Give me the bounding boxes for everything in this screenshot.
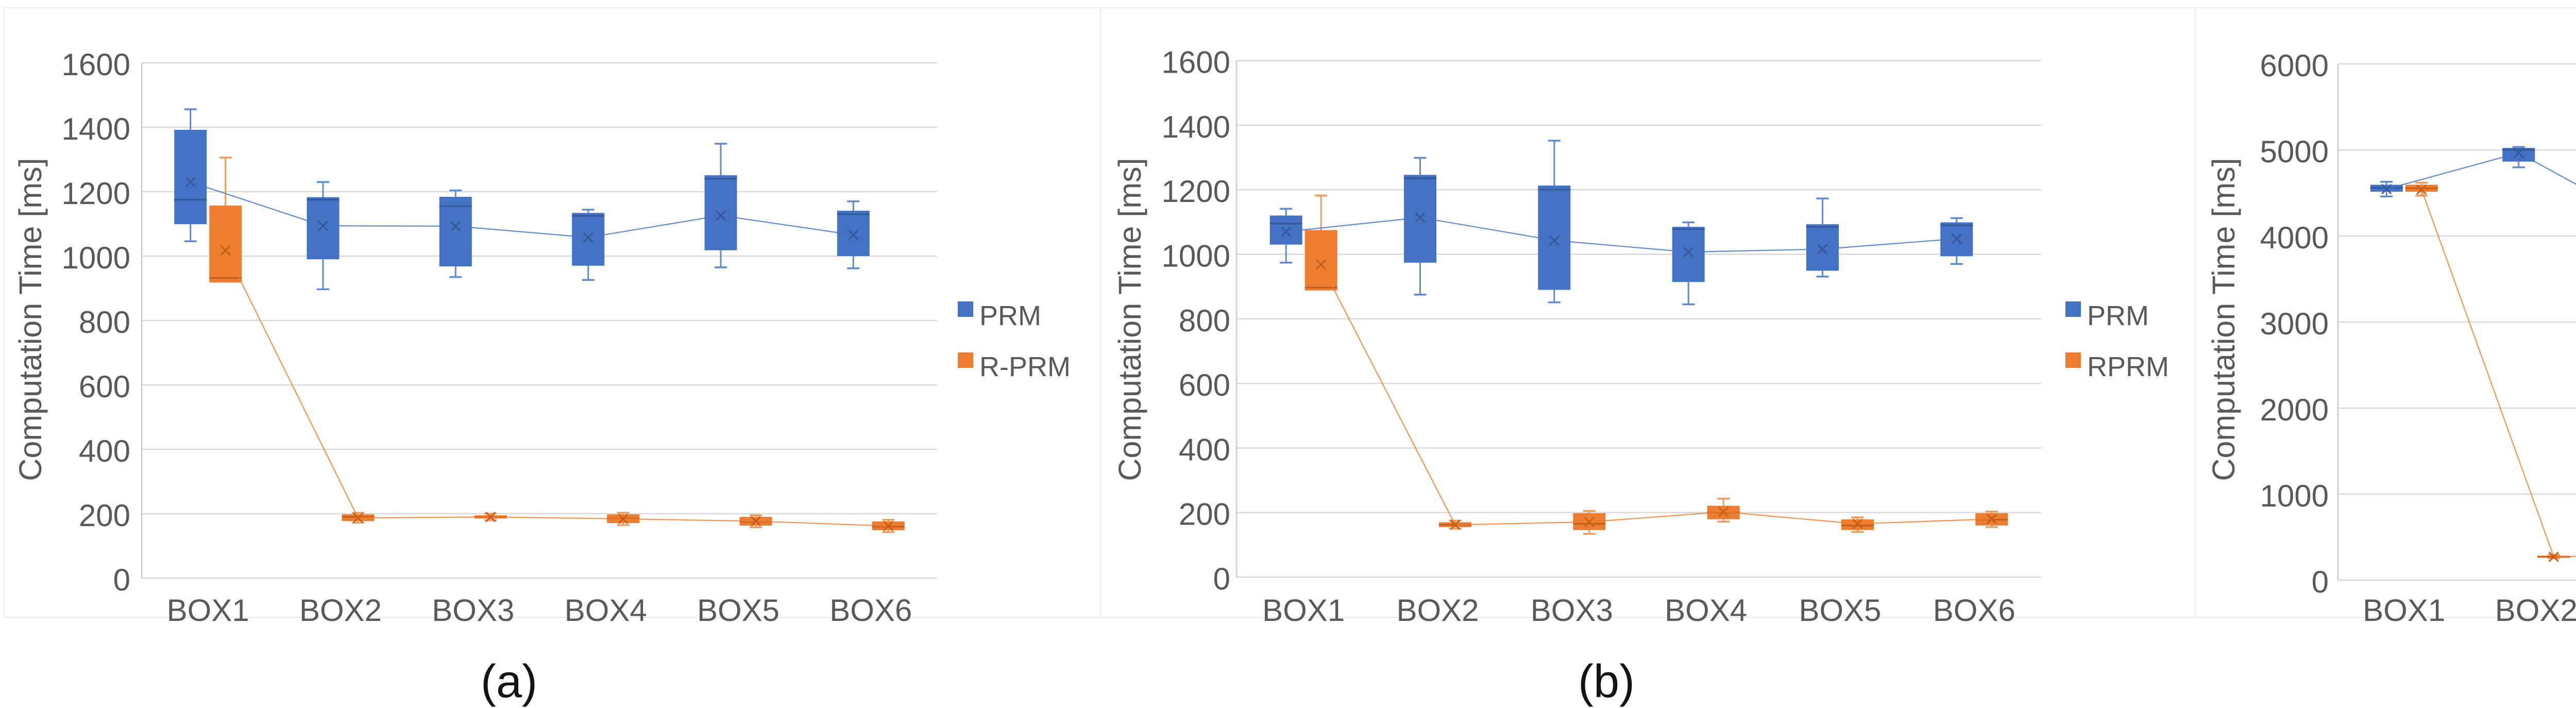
svg-text:Computation Time [ms]: Computation Time [ms] <box>1112 158 1147 481</box>
svg-text:4000: 4000 <box>2260 221 2329 255</box>
svg-text:600: 600 <box>1179 368 1230 402</box>
svg-text:Computation Time [ms]: Computation Time [ms] <box>13 158 48 481</box>
svg-text:3000: 3000 <box>2260 307 2329 341</box>
svg-text:1600: 1600 <box>1162 45 1230 80</box>
svg-text:1200: 1200 <box>62 176 130 211</box>
svg-text:BOX1: BOX1 <box>167 593 249 628</box>
svg-text:BOX5: BOX5 <box>697 593 779 628</box>
svg-text:1000: 1000 <box>62 241 130 275</box>
svg-text:600: 600 <box>79 369 130 404</box>
svg-text:0: 0 <box>1213 562 1230 596</box>
svg-text:BOX5: BOX5 <box>1799 593 1881 628</box>
svg-text:6000: 6000 <box>2260 48 2329 83</box>
svg-text:(a): (a) <box>481 656 537 707</box>
svg-text:BOX2: BOX2 <box>1396 593 1479 628</box>
svg-text:400: 400 <box>79 434 130 468</box>
svg-text:2000: 2000 <box>2260 393 2329 427</box>
svg-text:BOX6: BOX6 <box>1933 593 2015 628</box>
svg-text:BOX6: BOX6 <box>829 593 912 628</box>
svg-text:BOX1: BOX1 <box>2363 593 2445 628</box>
svg-text:BOX4: BOX4 <box>1665 593 1747 628</box>
svg-text:1400: 1400 <box>62 112 130 146</box>
svg-text:1200: 1200 <box>1162 174 1230 209</box>
svg-text:400: 400 <box>1179 432 1230 467</box>
svg-text:800: 800 <box>79 305 130 340</box>
svg-text:200: 200 <box>1179 497 1230 532</box>
svg-text:1000: 1000 <box>2260 479 2329 513</box>
svg-text:800: 800 <box>1179 304 1230 338</box>
svg-text:BOX2: BOX2 <box>299 593 382 628</box>
svg-text:RPRM: RPRM <box>2087 351 2169 382</box>
svg-text:BOX3: BOX3 <box>1531 593 1613 628</box>
svg-text:1400: 1400 <box>1162 110 1230 144</box>
svg-text:200: 200 <box>79 498 130 533</box>
svg-text:Computation Time [ms]: Computation Time [ms] <box>2206 158 2241 481</box>
svg-text:PRM: PRM <box>2087 300 2149 331</box>
svg-text:0: 0 <box>113 563 130 597</box>
svg-text:(b): (b) <box>1578 656 1635 707</box>
svg-text:1000: 1000 <box>1162 239 1230 274</box>
svg-text:BOX4: BOX4 <box>565 593 647 628</box>
svg-text:0: 0 <box>2312 565 2329 599</box>
svg-text:R-PRM: R-PRM <box>979 351 1071 382</box>
svg-text:BOX2: BOX2 <box>2495 593 2576 628</box>
svg-text:5000: 5000 <box>2260 134 2329 169</box>
svg-text:BOX3: BOX3 <box>432 593 514 628</box>
svg-text:PRM: PRM <box>979 300 1041 331</box>
svg-text:BOX1: BOX1 <box>1262 593 1345 628</box>
svg-text:1600: 1600 <box>62 47 130 82</box>
